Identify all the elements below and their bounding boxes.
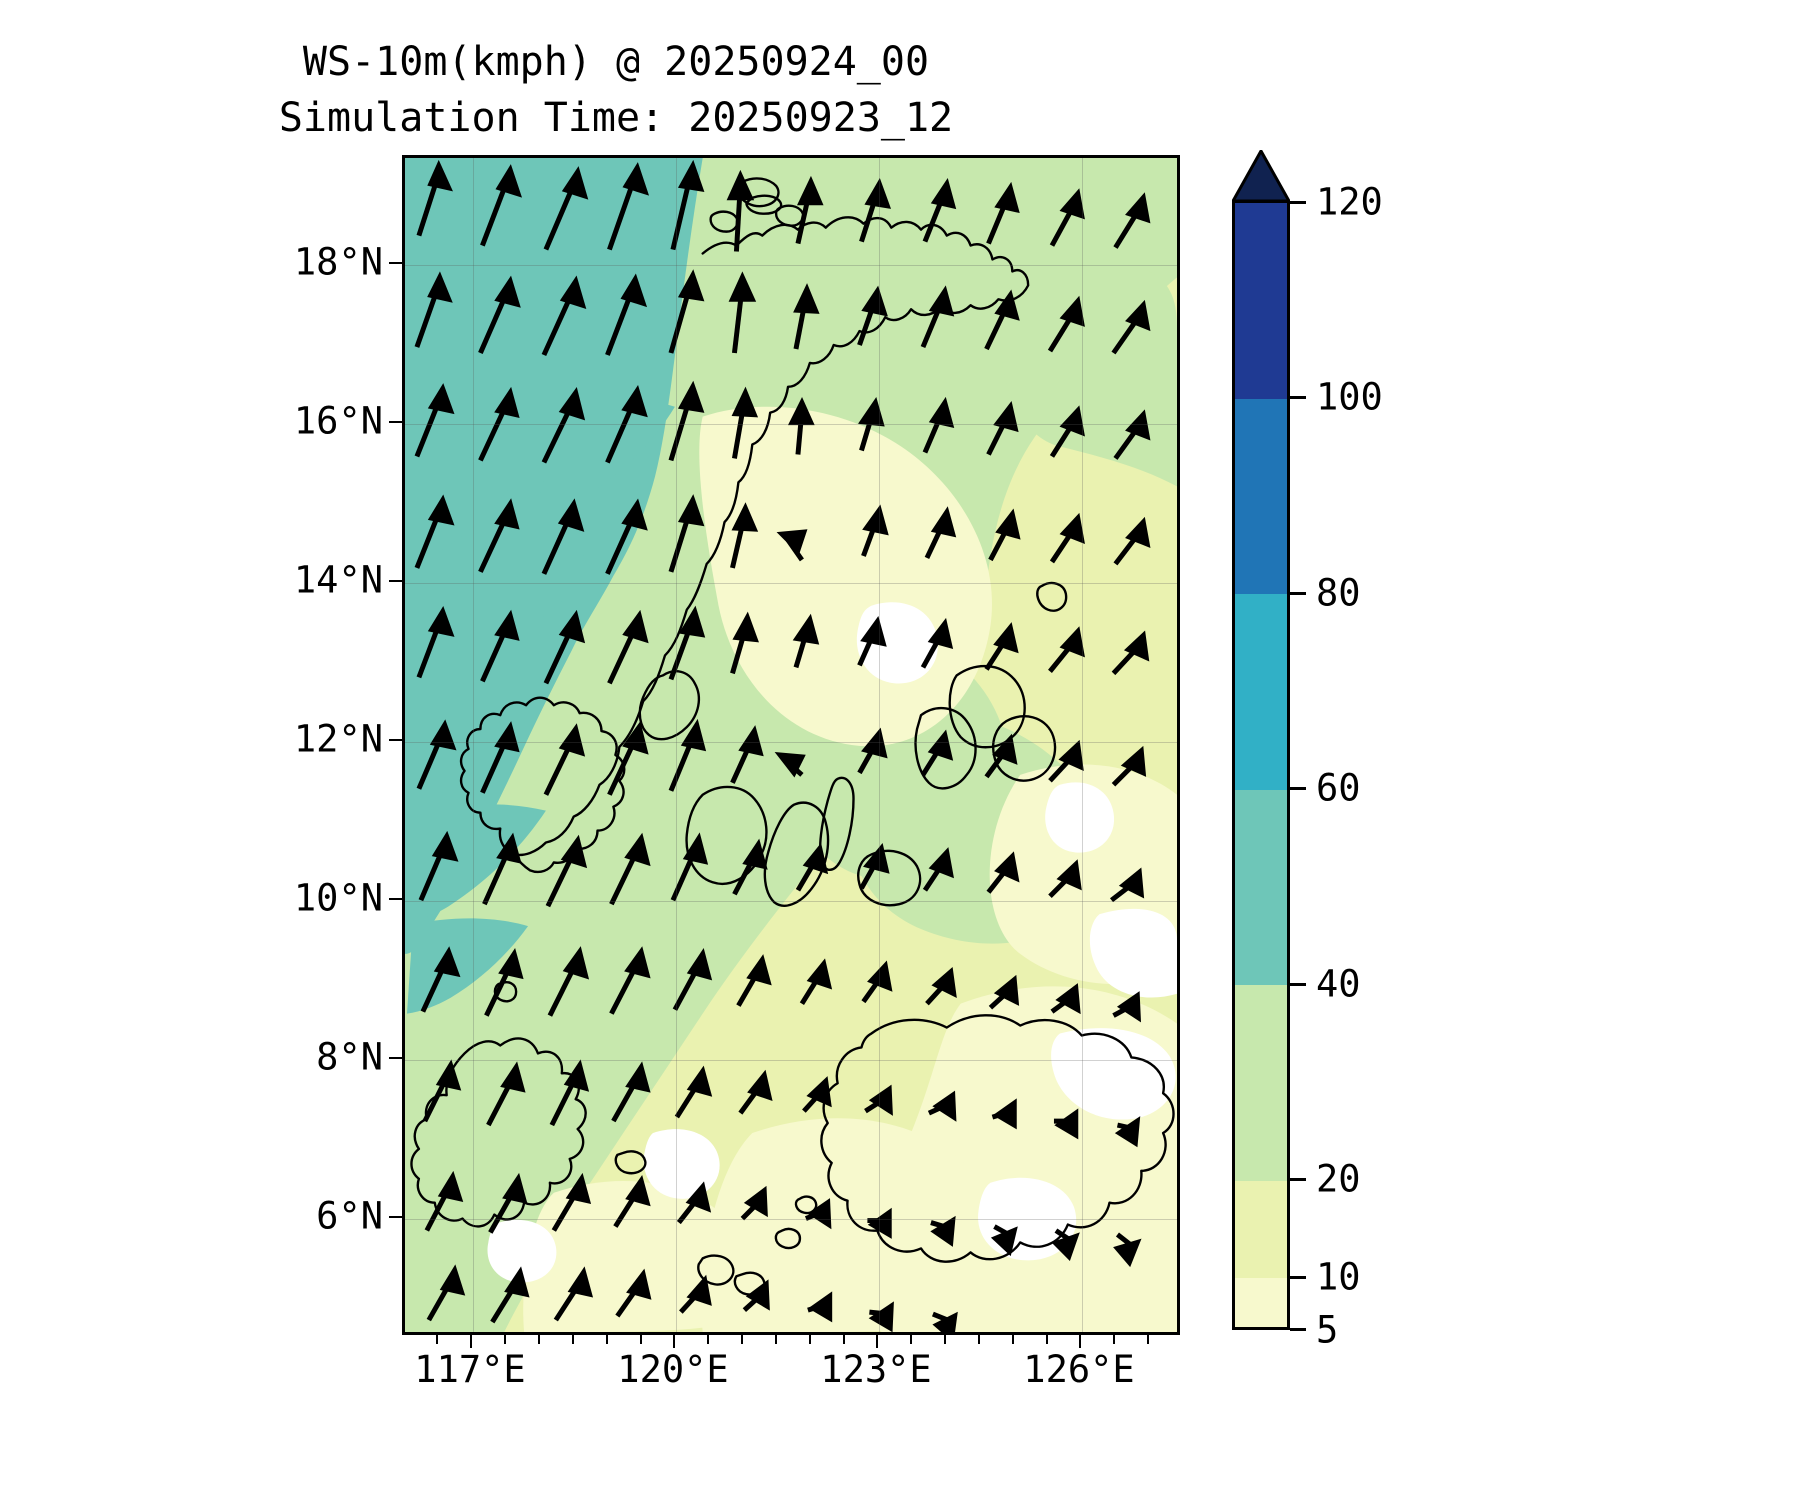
colorbar-tick-60	[1290, 787, 1306, 790]
chart-title: WS-10m(kmph) @ 20250924_00 Simulation Ti…	[0, 34, 1232, 146]
colorbar-tick-5	[1290, 1328, 1306, 1331]
xtick-117	[470, 1335, 472, 1348]
xaxis-label-120e: 120°E	[617, 1348, 729, 1391]
yaxis-label-12n: 12°N	[293, 717, 383, 761]
colorbar-label-120: 120	[1316, 180, 1383, 224]
colorbar-band-60-80	[1235, 594, 1287, 790]
colorbar: 120 100 80 60 40 20 10 5	[1232, 150, 1383, 1352]
colorbar-gradient	[1232, 200, 1290, 1330]
yaxis-label-8n: 8°N	[316, 1035, 383, 1079]
xtick-minor	[1113, 1335, 1115, 1344]
colorbar-band-80-100	[1235, 398, 1287, 594]
gridline-lat-16	[405, 424, 1177, 425]
xtick-minor	[1012, 1335, 1014, 1344]
xtick-minor	[978, 1335, 980, 1344]
colorbar-extend-max-arrow	[1232, 150, 1290, 202]
colorbar-tick-120	[1290, 201, 1306, 204]
xtick-minor	[944, 1335, 946, 1344]
colorbar-tick-10	[1290, 1276, 1306, 1279]
colorbar-label-40: 40	[1316, 962, 1361, 1006]
xtick-minor	[809, 1335, 811, 1344]
ytick-6n	[389, 1216, 402, 1218]
colorbar-label-100: 100	[1316, 375, 1383, 419]
yaxis-label-6n: 6°N	[316, 1194, 383, 1238]
gridline-lat-10	[405, 901, 1177, 902]
title-line-1: WS-10m(kmph) @ 20250924_00	[302, 39, 930, 85]
ytick-16n	[389, 421, 402, 423]
xtick-123	[876, 1335, 878, 1348]
xtick-minor	[741, 1335, 743, 1344]
xtick-minor	[775, 1335, 777, 1344]
xtick-minor	[538, 1335, 540, 1344]
colorbar-tick-80	[1290, 592, 1306, 595]
xtick-minor	[1147, 1335, 1149, 1344]
xaxis-label-123e: 123°E	[820, 1348, 932, 1391]
gridline-lat-12	[405, 742, 1177, 743]
yaxis-label-10n: 10°N	[293, 876, 383, 920]
ytick-12n	[389, 739, 402, 741]
gridline-lon-126	[1082, 158, 1083, 1332]
colorbar-label-80: 80	[1316, 571, 1361, 615]
gridline-lon-117	[473, 158, 474, 1332]
wind-vector-arrows	[414, 159, 1151, 1332]
colorbar-band-5-10	[1235, 1278, 1287, 1327]
gridline-lat-14	[405, 583, 1177, 584]
title-line-2: Simulation Time: 20250923_12	[278, 95, 954, 141]
colorbar-label-20: 20	[1316, 1157, 1361, 1201]
colorbar-tick-40	[1290, 983, 1306, 986]
ytick-18n	[389, 262, 402, 264]
ytick-10n	[389, 898, 402, 900]
colorbar-band-10-20	[1235, 1180, 1287, 1279]
xtick-minor	[843, 1335, 845, 1344]
colorbar-label-5: 5	[1316, 1308, 1339, 1352]
gridline-lat-18	[405, 265, 1177, 266]
xaxis-label-117e: 117°E	[414, 1348, 526, 1391]
yaxis-label-16n: 16°N	[293, 399, 383, 443]
colorbar-band-40-60	[1235, 789, 1287, 985]
map-plot-area	[402, 155, 1180, 1335]
windspeed-contour-map	[405, 158, 1177, 1332]
xtick-126	[1079, 1335, 1081, 1348]
yaxis-label-18n: 18°N	[293, 240, 383, 284]
gridline-lat-8	[405, 1060, 1177, 1061]
xtick-minor	[640, 1335, 642, 1344]
xtick-minor	[1046, 1335, 1048, 1344]
xtick-120	[673, 1335, 675, 1348]
xtick-minor	[707, 1335, 709, 1344]
colorbar-tick-100	[1290, 396, 1306, 399]
colorbar-label-60: 60	[1316, 766, 1361, 810]
xtick-minor	[504, 1335, 506, 1344]
yaxis-label-14n: 14°N	[293, 558, 383, 602]
ytick-8n	[389, 1057, 402, 1059]
colorbar-band-20-40	[1235, 985, 1287, 1181]
gridline-lon-123	[879, 158, 880, 1332]
ytick-14n	[389, 580, 402, 582]
xaxis-label-126e: 126°E	[1023, 1348, 1135, 1391]
xtick-minor	[910, 1335, 912, 1344]
colorbar-tick-20	[1290, 1178, 1306, 1181]
colorbar-band-100-120	[1235, 203, 1287, 399]
colorbar-label-10: 10	[1316, 1255, 1361, 1299]
gridline-lat-6	[405, 1219, 1177, 1220]
xtick-minor	[572, 1335, 574, 1344]
xtick-minor	[436, 1335, 438, 1344]
xtick-minor	[606, 1335, 608, 1344]
gridline-lon-120	[676, 158, 677, 1332]
